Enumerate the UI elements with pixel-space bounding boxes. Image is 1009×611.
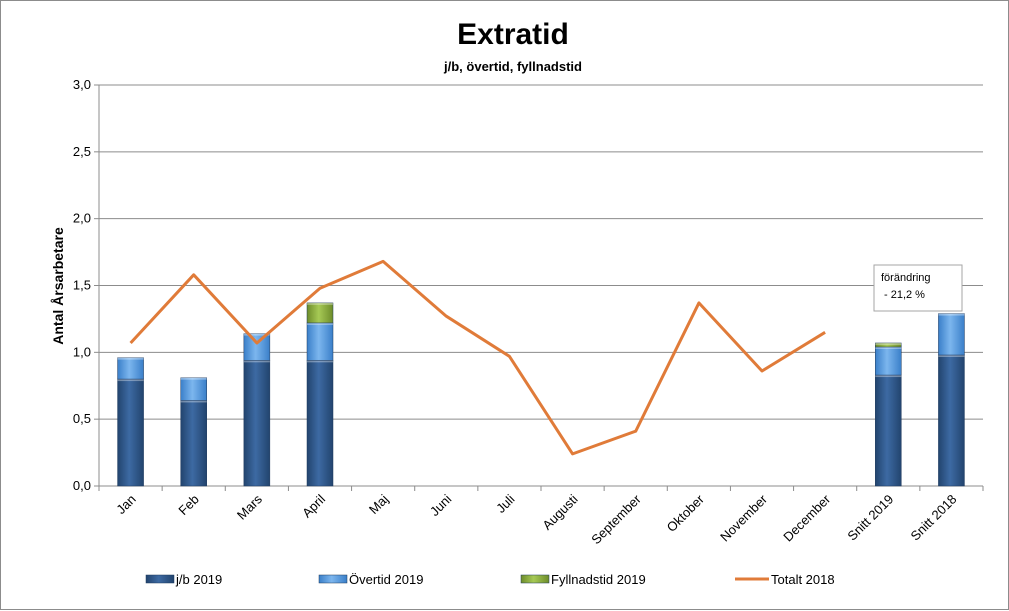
bar-j-b-2019-jan (117, 378, 144, 487)
y-tick-label: 1,5 (73, 278, 91, 293)
y-tick-label: 2,5 (73, 144, 91, 159)
y-tick-label: 1,0 (73, 344, 91, 359)
x-tick-label: April (299, 491, 328, 520)
line-series (129, 259, 826, 456)
x-tick-label: November (717, 491, 770, 544)
x-tick-label: Snitt 2018 (908, 492, 960, 544)
y-tick-label: 0,0 (73, 478, 91, 493)
chart-subtitle: j/b, övertid, fyllnadstid (443, 59, 582, 74)
chart-title: Extratid (457, 18, 569, 51)
line-totalt-2018 (129, 259, 826, 456)
bar-highlight (180, 400, 207, 403)
bar-highlight (938, 355, 965, 358)
bar-highlight (307, 360, 333, 363)
legend-label: j/b 2019 (175, 572, 222, 587)
y-tick-labels: 0,0 0,5 1,0 1,5 2,0 2,5 3,0 (73, 77, 91, 493)
bar-highlight (938, 313, 965, 316)
x-tick-label: Snitt 2019 (844, 492, 896, 544)
bar-fyllnadstid-2019-april (306, 302, 334, 324)
bar-highlight (117, 379, 144, 382)
y-axis-label: Antal Årsarbetare (50, 227, 66, 345)
bar--vertid-2019-mars (243, 333, 271, 361)
x-tick-label: Juni (427, 491, 455, 519)
bar--vertid-2019-snitt-2018 (938, 313, 965, 356)
x-tick-label: Feb (175, 492, 201, 518)
bar-j-b-2019-mars (243, 360, 271, 487)
legend-swatch (520, 574, 550, 584)
gridlines (94, 84, 984, 491)
bar-highlight (117, 357, 144, 360)
annotation-box: förändring - 21,2 % (873, 264, 963, 312)
bar-j-b-2019-snitt-2019 (875, 374, 902, 487)
bar-j-b-2019-feb (180, 400, 207, 487)
legend-swatch (318, 574, 348, 584)
bar--vertid-2019-april (306, 322, 334, 361)
x-tick-labels: Jan Feb Mars April Maj Juni Juli Augusti Septemb… (113, 491, 959, 547)
bar-highlight (875, 375, 902, 378)
bars (117, 302, 965, 487)
bar-j-b-2019-april (306, 360, 334, 487)
legend: j/b 2019 Övertid 2019 Fyllnadstid 2019 Tota… (145, 572, 835, 587)
x-tick-label: September (588, 491, 644, 547)
bar--vertid-2019-jan (117, 357, 144, 380)
annotation-line-1: förändring (881, 272, 931, 284)
x-tick-label: Maj (366, 491, 391, 516)
x-tick-label: Juli (493, 491, 517, 515)
bar-fyllnadstid-2019-snitt-2019 (875, 342, 902, 348)
annotation-line-2: - 21,2 % (884, 289, 925, 301)
bar--vertid-2019-feb (180, 377, 207, 401)
bar-highlight (307, 322, 333, 325)
y-tick-label: 3,0 (73, 77, 91, 92)
bar-j-b-2019-snitt-2018 (938, 354, 965, 487)
bar--vertid-2019-snitt-2019 (875, 346, 902, 376)
bar-highlight (243, 333, 270, 336)
bar-highlight (243, 360, 270, 363)
bar-highlight (875, 346, 902, 349)
x-tick-label: December (780, 491, 833, 544)
bar-highlight (875, 342, 902, 345)
y-tick-label: 0,5 (73, 411, 91, 426)
bar-highlight (307, 302, 333, 305)
bar-highlight (180, 377, 207, 380)
legend-label: Övertid 2019 (349, 572, 423, 587)
legend-label: Fyllnadstid 2019 (551, 572, 646, 587)
x-tick-label: Oktober (664, 491, 708, 535)
x-tick-label: Mars (234, 491, 265, 522)
x-tick-label: Jan (113, 492, 138, 517)
y-tick-label: 2,0 (73, 211, 91, 226)
x-tick-label: Augusti (539, 491, 580, 532)
legend-label: Totalt 2018 (771, 572, 835, 587)
legend-swatch (145, 574, 175, 584)
